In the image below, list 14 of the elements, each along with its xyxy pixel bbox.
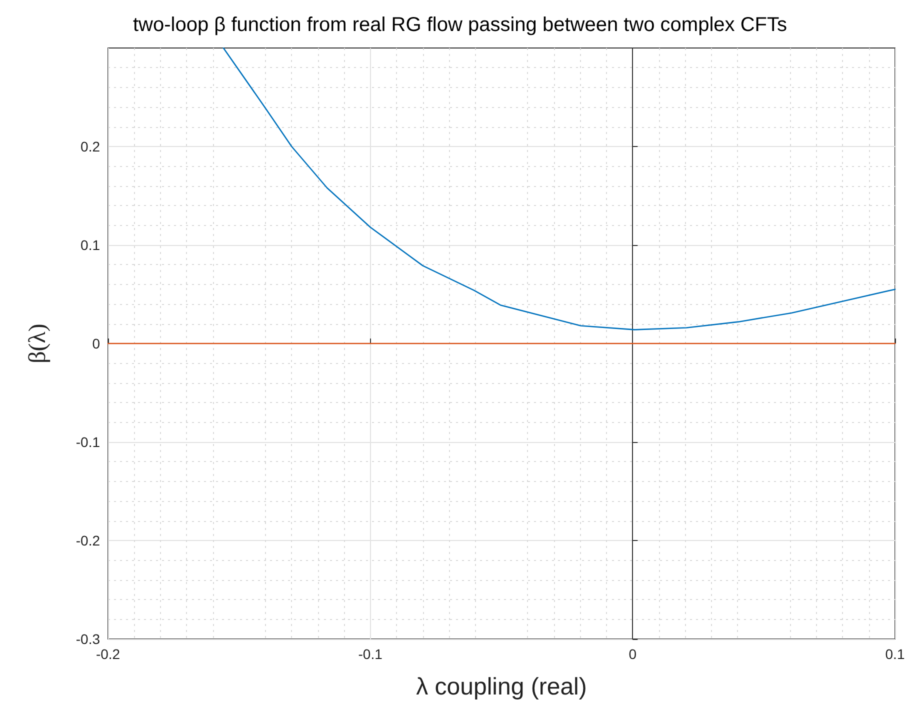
y-tick-label: 0	[92, 336, 100, 352]
y-tick-label: 0.2	[80, 138, 100, 154]
x-tick-label: 0.1	[885, 646, 905, 662]
x-axis-title: λ coupling (real)	[416, 674, 587, 700]
x-tick-label: -0.1	[358, 646, 383, 662]
y-tick-label: -0.3	[76, 631, 100, 647]
y-tick-label: 0.1	[80, 237, 100, 253]
y-tick-label: -0.2	[76, 532, 100, 548]
x-tick-label: 0	[628, 646, 637, 662]
x-tick-label: -0.2	[96, 646, 120, 662]
chart-title: two-loop β function from real RG flow passing between two complex CFTs	[133, 14, 787, 36]
y-tick-label: -0.1	[76, 434, 100, 450]
line-series	[222, 47, 896, 330]
y-axis-title: β(λ)	[25, 324, 51, 364]
